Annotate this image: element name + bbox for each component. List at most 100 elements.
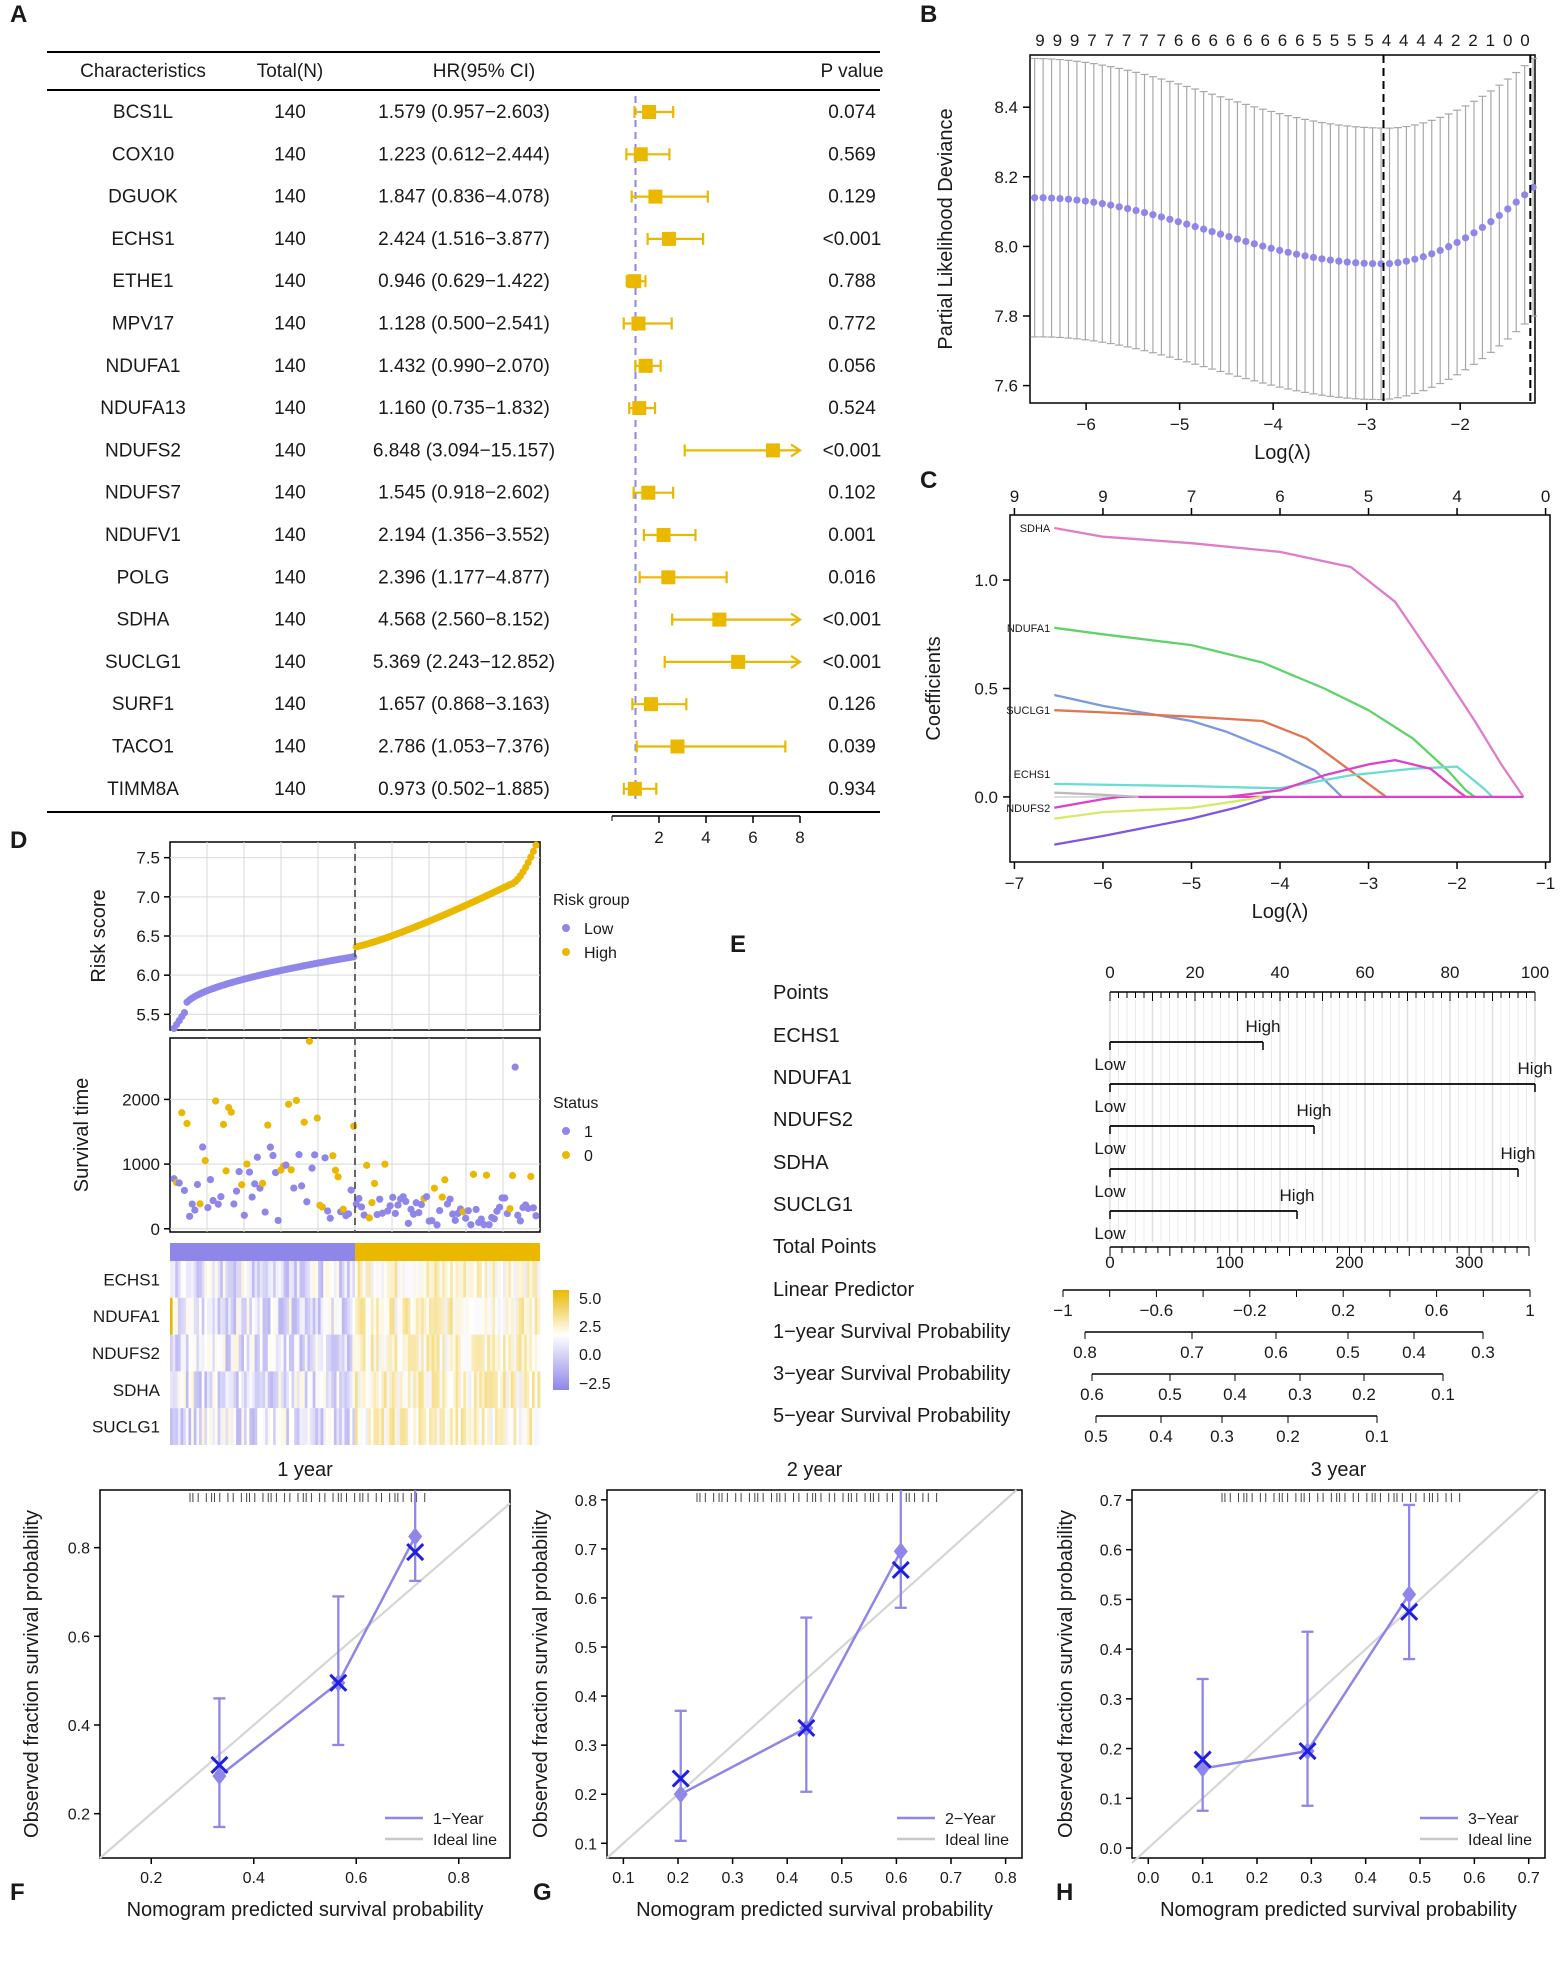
heat-cell [209, 1371, 213, 1409]
y-tick-label: 0.6 [68, 1629, 90, 1646]
heat-cell [217, 1408, 221, 1445]
heat-cell [413, 1408, 417, 1445]
hr-ci: 6.848 (3.094−15.157) [373, 440, 555, 461]
deviance-point [1478, 223, 1487, 232]
heat-cell [320, 1408, 324, 1445]
plot-title: 3 year [1311, 1459, 1367, 1481]
survival-point [251, 1180, 259, 1188]
heat-cell [399, 1334, 403, 1372]
top-count-label: 4 [1382, 31, 1391, 50]
heat-cell [336, 1297, 340, 1335]
top-count-label: 4 [1452, 487, 1461, 506]
heat-cell [463, 1408, 467, 1445]
heat-cell [410, 1297, 414, 1335]
top-count-label: 7 [1157, 31, 1166, 50]
heat-cell [312, 1371, 316, 1409]
heat-cell [294, 1408, 298, 1445]
top-count-label: 6 [1260, 31, 1269, 50]
heat-cell [201, 1334, 205, 1372]
heat-cell [497, 1334, 501, 1372]
ideal-line [1131, 1489, 1541, 1864]
bias-corrected-mark [1193, 1750, 1212, 1769]
heat-cell [463, 1297, 467, 1335]
heat-cell [516, 1371, 520, 1409]
x-tick-label: −7 [1005, 874, 1024, 893]
coef-path [1054, 693, 1343, 798]
heat-cell [450, 1334, 454, 1372]
survival-point [324, 1207, 332, 1215]
heat-cell [238, 1371, 242, 1409]
plot-frame [606, 1489, 1023, 1859]
level-high: High [1518, 1059, 1553, 1078]
heat-cell [328, 1371, 332, 1409]
heat-cell [439, 1297, 443, 1335]
heat-cell [323, 1408, 327, 1445]
heat-cell [349, 1297, 353, 1335]
heat-cell [434, 1371, 438, 1409]
top-count-label: 7 [1187, 487, 1196, 506]
axis-tick-label: 0.7 [1180, 1343, 1204, 1362]
heat-cell [394, 1334, 398, 1372]
ideal-line [99, 1502, 511, 1859]
heat-cell [228, 1334, 232, 1372]
survival-point [269, 1151, 277, 1160]
survival-point [370, 1179, 379, 1188]
heat-cell [191, 1334, 195, 1372]
heat-cell [299, 1261, 303, 1298]
heat-cell [402, 1371, 406, 1409]
heat-cell [172, 1261, 176, 1298]
survival-point [334, 1173, 342, 1181]
heat-cell [241, 1408, 245, 1445]
x-tick-label: 0.7 [940, 1870, 962, 1887]
heat-cell [188, 1408, 192, 1445]
heat-cell [376, 1334, 380, 1372]
heat-cell [537, 1261, 541, 1298]
group-bar-high [355, 1243, 540, 1261]
top-count-label: 0 [1541, 487, 1550, 506]
heat-cell [503, 1297, 507, 1335]
heat-cell [389, 1371, 393, 1409]
axis-tick-label: 0.1 [1365, 1427, 1389, 1446]
deviance-point [1411, 255, 1419, 263]
nomogram-row-label: SDHA [773, 1152, 829, 1174]
survival-point [290, 1184, 298, 1192]
deviance-point [1276, 246, 1284, 254]
survival-point [365, 1214, 373, 1222]
heat-cell [267, 1297, 271, 1335]
heat-cell [460, 1334, 464, 1372]
heat-cell [170, 1334, 174, 1372]
heat-cell [170, 1371, 174, 1409]
heat-cell [370, 1371, 374, 1409]
x-tick-label: 0.5 [1409, 1870, 1431, 1887]
heat-cell [466, 1297, 470, 1335]
heat-cell [212, 1371, 216, 1409]
axis-tick-label: −0.2 [1233, 1301, 1267, 1320]
heat-cell [479, 1297, 483, 1335]
top-count-label: 6 [1243, 31, 1252, 50]
y-tick-label: 6.5 [136, 927, 160, 946]
ci-arrow [790, 443, 802, 458]
deviance-point [1419, 253, 1427, 261]
survival-point [417, 1200, 426, 1209]
heat-cell [373, 1408, 377, 1445]
heat-cell [397, 1261, 401, 1298]
deviance-point [1402, 257, 1411, 265]
gene-name: ETHE1 [112, 271, 173, 292]
nomogram-row-label: Linear Predictor [773, 1279, 915, 1301]
p-value: 0.772 [828, 314, 876, 335]
axis-tick-label: 300 [1455, 1253, 1483, 1272]
heat-cell [415, 1297, 419, 1335]
heat-cell [431, 1371, 435, 1409]
axis-tick-label: 0.5 [1158, 1385, 1182, 1404]
heat-cell [299, 1297, 303, 1335]
heat-cell [201, 1261, 205, 1298]
heat-cell [473, 1334, 477, 1372]
survival-point [485, 1221, 493, 1229]
heat-cell [529, 1334, 533, 1372]
heat-cell [302, 1334, 306, 1372]
p-value: <0.001 [823, 610, 882, 631]
heat-cell [402, 1334, 406, 1372]
heat-cell [251, 1334, 255, 1372]
heat-cell [362, 1371, 366, 1409]
survival-point [232, 1187, 241, 1195]
